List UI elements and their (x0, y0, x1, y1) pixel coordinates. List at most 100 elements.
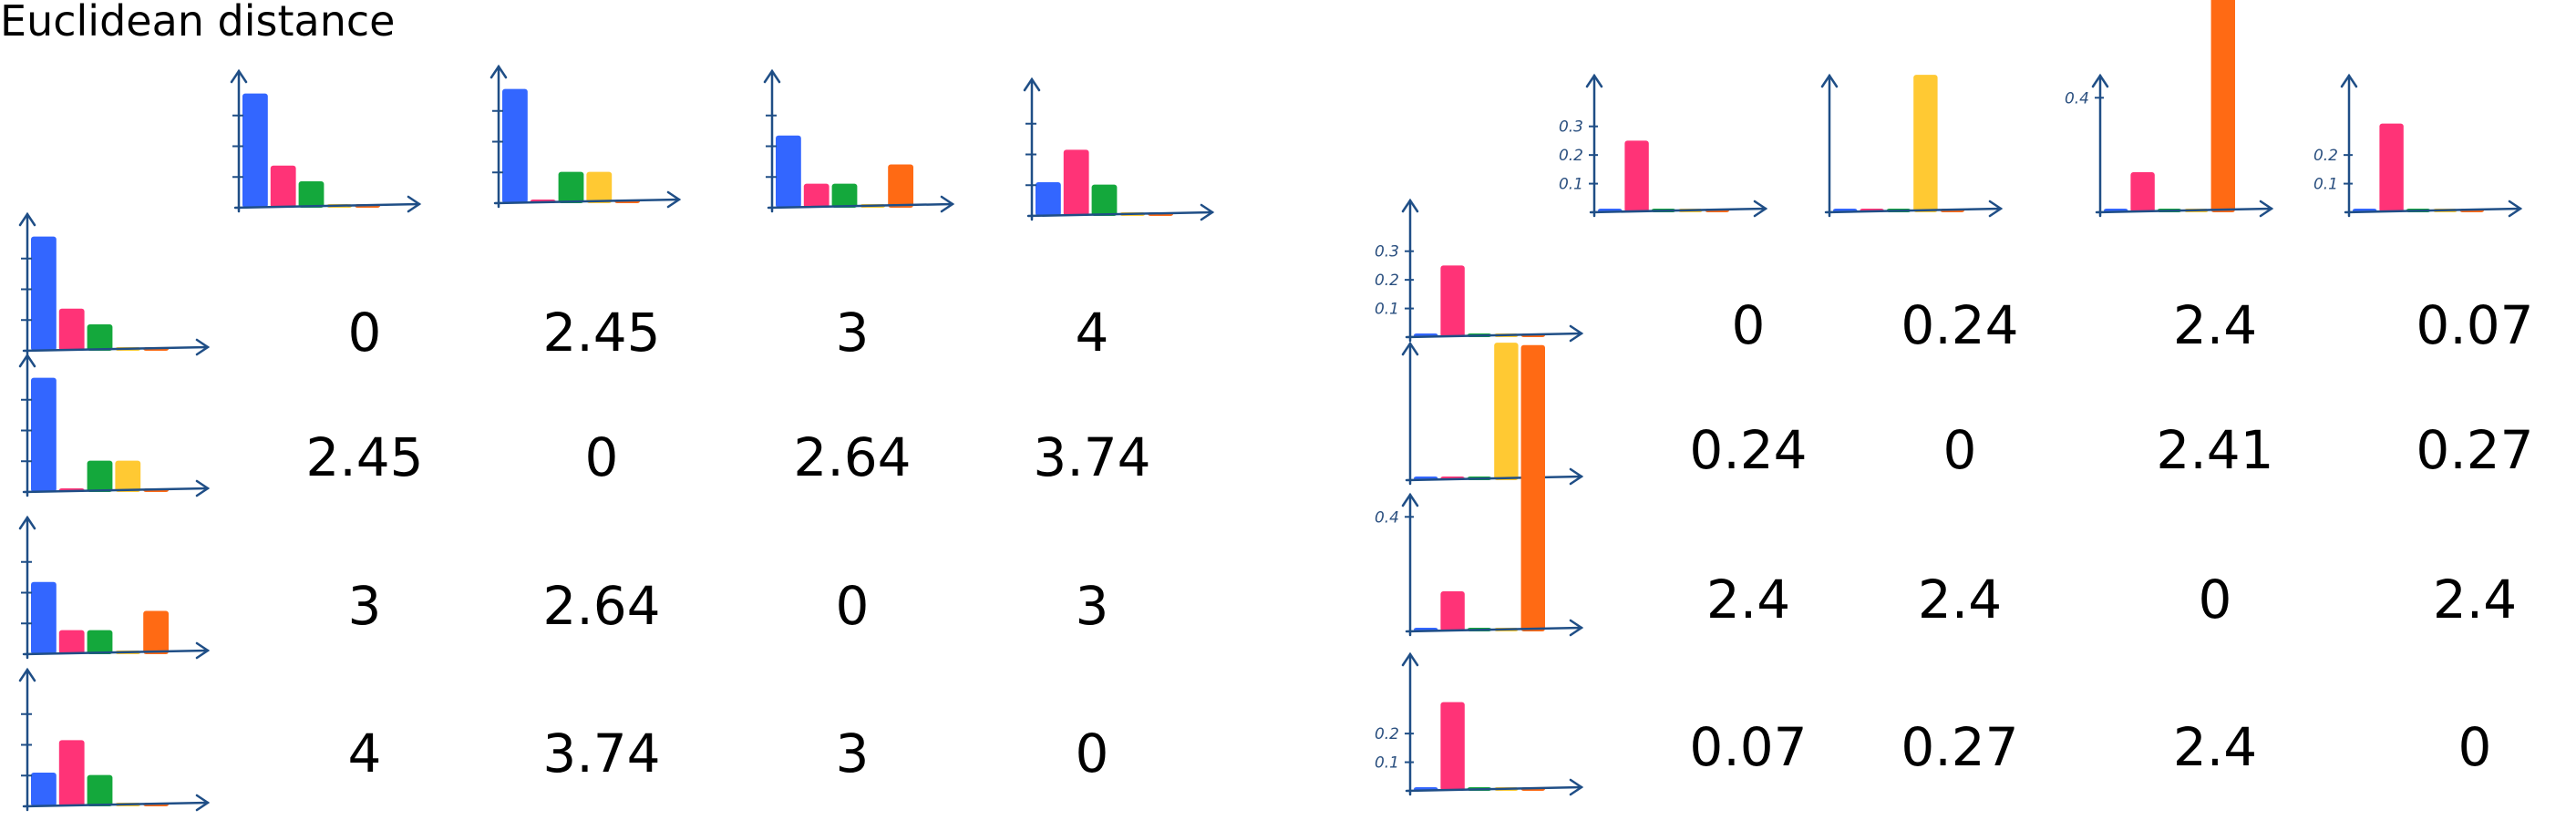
x-axis (22, 487, 210, 494)
left-column-histogram-1 (230, 68, 422, 213)
x-axis (22, 801, 210, 808)
bin-4 (1913, 75, 1938, 213)
right-matrix-cell: 0.24 (1901, 294, 2018, 356)
bin-2 (1624, 140, 1649, 212)
x-axis (1026, 210, 1214, 218)
bin-1 (31, 236, 57, 351)
bin-1 (31, 377, 57, 492)
left-matrix-cell: 0 (1076, 723, 1109, 784)
bin-3 (558, 171, 584, 203)
y-axis-arrow-icon (1401, 341, 1419, 356)
right-column-histogram-3: 0.4 (2065, 0, 2274, 218)
y-axis-arrow-icon (2091, 73, 2109, 88)
y-axis-arrow-icon (1401, 492, 1419, 507)
y-axis-arrow-icon (1401, 198, 1419, 213)
right-row-histogram-1: 0.3 0.2 0.1 (1375, 198, 1584, 343)
right-matrix-cell: 0.07 (1689, 716, 1807, 778)
y-tick-label: 0.4 (2065, 89, 2089, 108)
x-axis-arrow-icon (1988, 200, 2004, 218)
y-tick-label: 0.1 (1375, 301, 1399, 319)
x-axis-arrow-icon (940, 195, 955, 213)
y-axis-arrow-icon (18, 353, 36, 368)
right-matrix-cell: 0 (2199, 569, 2232, 630)
bin-1 (1036, 182, 1061, 216)
x-axis (2095, 207, 2273, 214)
bin-2 (1440, 591, 1465, 631)
x-axis-arrow-icon (195, 794, 211, 812)
bin-2 (1440, 265, 1465, 337)
x-axis (493, 198, 681, 205)
left-row-histogram-2 (18, 353, 211, 497)
right-column-histogram-1: 0.3 0.2 0.1 (1559, 73, 1768, 218)
right-column-histogram-4: 0.2 0.1 (2313, 73, 2523, 218)
bin-5 (143, 610, 169, 654)
left-row-histogram-1 (18, 211, 211, 356)
y-tick-label: 0.2 (1559, 147, 1583, 165)
y-axis-arrow-icon (2340, 73, 2358, 88)
right-matrix-cell: 2.4 (2173, 716, 2257, 778)
bin-4 (115, 460, 141, 492)
x-axis (22, 345, 210, 353)
bin-1 (502, 88, 528, 203)
bin-1 (31, 773, 57, 806)
x-axis-arrow-icon (1753, 200, 1768, 218)
y-axis-arrow-icon (1820, 73, 1839, 88)
right-column-histogram-2 (1820, 73, 2004, 218)
y-tick-label: 0.4 (1375, 508, 1399, 527)
left-matrix-cell: 3.74 (1033, 426, 1150, 488)
right-matrix-cell: 2.4 (1706, 569, 1790, 630)
x-axis-arrow-icon (195, 641, 211, 660)
bin-2 (1063, 149, 1089, 216)
bin-5 (888, 164, 913, 208)
x-axis-arrow-icon (1569, 467, 1584, 486)
left-matrix-cell: 2.64 (542, 575, 660, 637)
left-matrix-cell: 0 (348, 302, 382, 364)
bin-3 (298, 180, 325, 208)
right-row-histogram-3: 0.4 (1375, 344, 1584, 637)
bin-4 (586, 171, 613, 203)
bin-3 (87, 323, 113, 351)
bin-1 (31, 581, 57, 654)
y-tick-label: 0.2 (1375, 272, 1399, 290)
right-matrix-cell: 0 (2458, 716, 2492, 778)
right-matrix-cell: 2.4 (1918, 569, 2002, 630)
y-axis-arrow-icon (18, 667, 36, 682)
left-column-histogram-4 (1023, 77, 1215, 221)
left-matrix-cell: 4 (1076, 302, 1109, 364)
x-axis (1405, 626, 1583, 633)
left-matrix-cell: 3 (1076, 575, 1109, 637)
x-axis-arrow-icon (2508, 200, 2523, 218)
x-axis (1824, 207, 2003, 214)
right-matrix-cell: 0.27 (1901, 716, 2018, 778)
right-matrix-cell: 2.41 (2156, 419, 2273, 481)
x-axis-arrow-icon (1569, 778, 1584, 796)
x-axis-arrow-icon (407, 195, 422, 213)
left-panel: 0 2.45 3 4 2.45 0 2.64 3.74 3 2.64 0 3 4 3.74 3 0 (305, 302, 1150, 784)
right-panel: 0 0.24 2.4 0.07 0.24 0 2.41 0.27 2.4 2.4 0 2.4 0.07 0… (1689, 294, 2533, 778)
left-matrix-cell: 0 (585, 426, 619, 488)
y-tick-label: 0.3 (1375, 243, 1399, 261)
x-axis (1405, 785, 1583, 793)
x-axis (233, 202, 421, 210)
bin-2 (2379, 123, 2404, 212)
y-axis-arrow-icon (1585, 73, 1603, 88)
left-matrix-cell: 0 (836, 575, 870, 637)
bin-3 (87, 460, 113, 492)
bin-1 (776, 135, 801, 208)
y-axis-arrow-icon (489, 64, 508, 79)
left-row-histogram-3 (18, 515, 211, 660)
right-matrix-cell: 0.07 (2416, 294, 2533, 356)
bin-5 (1520, 344, 1545, 631)
right-matrix-cell: 0.27 (2416, 419, 2533, 481)
x-axis-arrow-icon (666, 190, 682, 209)
right-matrix-cell: 0.24 (1689, 419, 1807, 481)
x-axis (767, 202, 954, 210)
left-matrix-cell: 2.45 (305, 426, 423, 488)
left-matrix-cell: 3 (348, 575, 382, 637)
figure-title: Euclidean distance (0, 0, 396, 46)
bin-2 (58, 630, 85, 654)
bin-1 (242, 93, 268, 208)
y-tick-label: 0.1 (1375, 754, 1399, 773)
left-matrix-cell: 4 (348, 723, 382, 784)
bin-2 (58, 308, 85, 351)
